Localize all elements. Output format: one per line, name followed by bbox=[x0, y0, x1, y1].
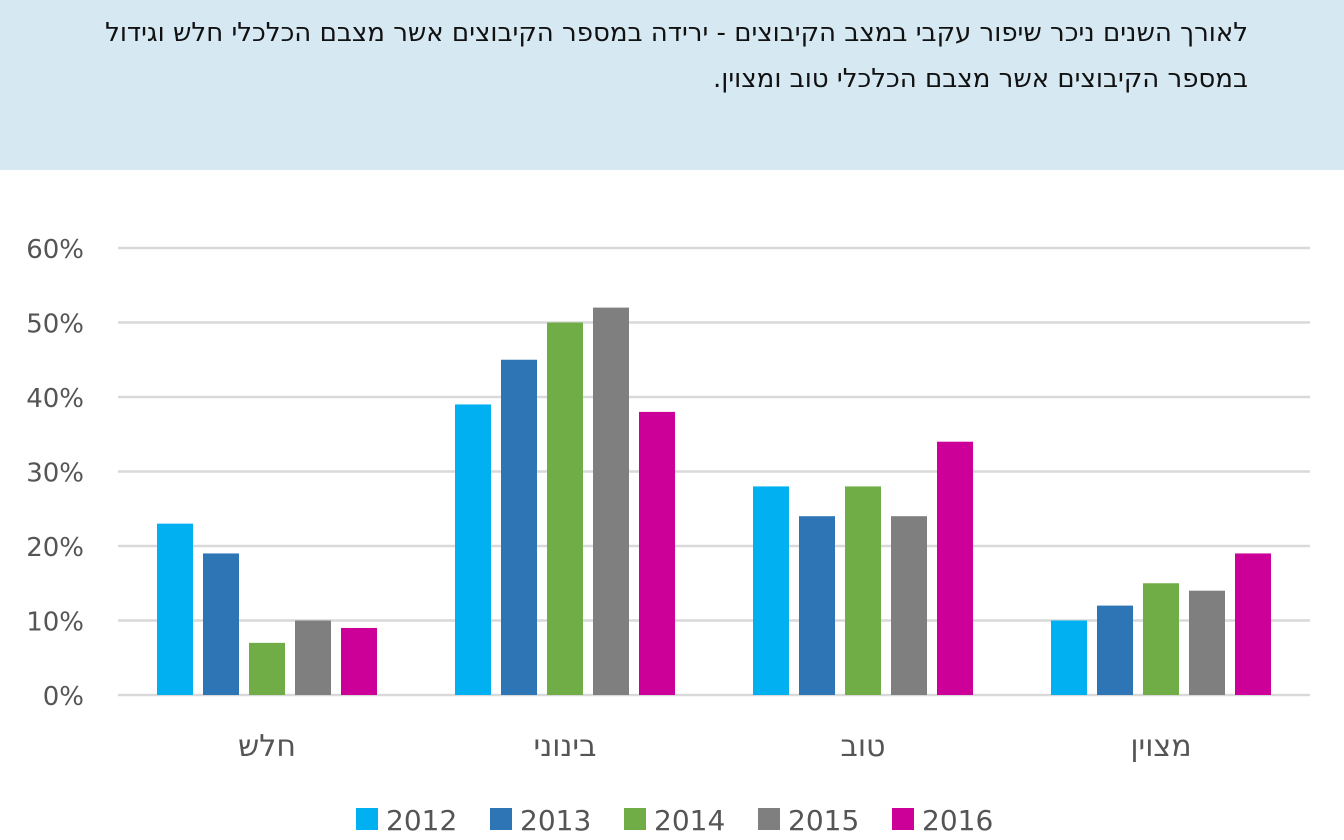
bar-2012-2 bbox=[753, 486, 789, 695]
y-tick-label: 60% bbox=[26, 235, 84, 265]
y-tick-label: 10% bbox=[26, 608, 84, 638]
legend-label: 2015 bbox=[788, 804, 859, 837]
bar-2015-3 bbox=[1189, 590, 1225, 695]
bar-2013-3 bbox=[1097, 605, 1133, 695]
bar-2015-2 bbox=[891, 516, 927, 695]
legend-swatch-2015 bbox=[758, 808, 780, 830]
y-tick-label: 30% bbox=[26, 459, 84, 489]
bar-2015-1 bbox=[593, 307, 629, 695]
y-tick-label: 40% bbox=[26, 384, 84, 414]
legend-swatch-2012 bbox=[356, 808, 378, 830]
y-tick-label: 50% bbox=[26, 310, 84, 340]
y-axis-ticks: 0% 10% 20% 30% 40% 50% 60% bbox=[26, 235, 84, 712]
bar-2014-0 bbox=[249, 642, 285, 695]
bar-2016-2 bbox=[937, 441, 973, 695]
legend-label: 2013 bbox=[520, 804, 591, 837]
legend: 2012 2013 2014 2015 2016 bbox=[356, 804, 993, 837]
legend-swatch-2014 bbox=[624, 808, 646, 830]
bars bbox=[157, 307, 1271, 695]
bar-2016-0 bbox=[341, 627, 377, 695]
x-category-label: בינוני bbox=[534, 729, 597, 764]
bar-2012-1 bbox=[455, 404, 491, 695]
y-tick-label: 20% bbox=[26, 533, 84, 563]
x-category-label: מצוין bbox=[1130, 729, 1191, 764]
bar-2014-3 bbox=[1143, 583, 1179, 695]
header-text: לאורך השנים ניכר שיפור עקבי במצב הקיבוצי… bbox=[105, 18, 1248, 94]
bar-2014-1 bbox=[547, 322, 583, 695]
header-banner: לאורך השנים ניכר שיפור עקבי במצב הקיבוצי… bbox=[0, 0, 1344, 170]
legend-label: 2016 bbox=[922, 804, 993, 837]
x-category-label: חלש bbox=[238, 729, 296, 764]
y-tick-label: 0% bbox=[43, 682, 84, 712]
bar-2013-2 bbox=[799, 516, 835, 695]
legend-label: 2012 bbox=[386, 804, 457, 837]
legend-swatch-2016 bbox=[892, 808, 914, 830]
bar-2013-0 bbox=[203, 553, 239, 695]
x-category-label: טוב bbox=[841, 729, 886, 764]
x-axis-categories: חלש בינוני טוב מצוין bbox=[238, 729, 1192, 764]
bar-2013-1 bbox=[501, 359, 537, 695]
bar-2012-3 bbox=[1051, 620, 1087, 695]
bar-2016-1 bbox=[639, 411, 675, 695]
bar-2016-3 bbox=[1235, 553, 1271, 695]
legend-swatch-2013 bbox=[490, 808, 512, 830]
bar-2012-0 bbox=[157, 523, 193, 695]
bar-2015-0 bbox=[295, 620, 331, 695]
bar-2014-2 bbox=[845, 486, 881, 695]
legend-label: 2014 bbox=[654, 804, 725, 837]
